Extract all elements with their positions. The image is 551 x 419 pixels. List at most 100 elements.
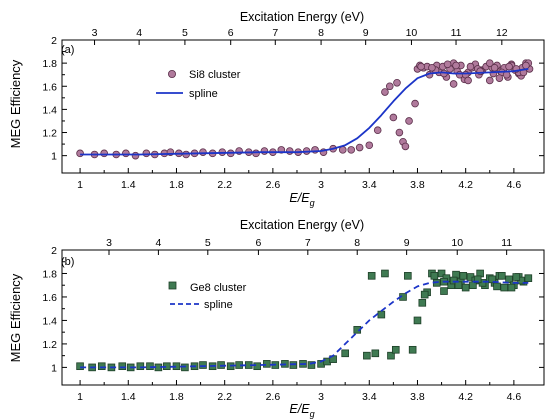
data-point [507, 283, 516, 292]
x-tick-label: 1 [77, 391, 83, 403]
top-axis-title: Excitation Energy (eV) [240, 218, 364, 232]
top-tick-label: 10 [451, 237, 463, 249]
top-tick-label: 7 [272, 27, 278, 39]
y-tick-label: 1 [51, 362, 57, 374]
legend: Si8 cluster spline [156, 69, 241, 100]
data-point [440, 287, 448, 295]
data-point [393, 78, 401, 87]
data-point [454, 281, 463, 290]
x-tick-label: 2.2 [217, 391, 232, 403]
data-point [391, 345, 400, 354]
data-point [199, 148, 207, 156]
x-tick-label: 2.2 [217, 179, 232, 191]
data-point [252, 149, 260, 158]
data-point [122, 149, 130, 158]
data-point [512, 273, 521, 281]
legend: Ge8 cluster spline [168, 281, 247, 311]
data-point [411, 99, 419, 108]
data-point [387, 351, 395, 360]
x-tick-label: 1.4 [121, 391, 136, 403]
x-tick-label: 1 [77, 179, 83, 191]
data-point [381, 88, 389, 96]
y-tick-label: 2 [51, 245, 57, 257]
x-tick-label: 1.8 [169, 179, 184, 191]
legend-label-ge8: Ge8 cluster [190, 282, 247, 294]
top-tick-label: 3 [92, 27, 98, 39]
data-point [428, 63, 436, 72]
data-point [307, 361, 316, 369]
x-tick-label: 3.8 [410, 179, 425, 191]
y-tick-label: 2 [51, 35, 57, 47]
top-tick-label: 5 [205, 237, 211, 249]
data-point [485, 76, 494, 85]
data-point [417, 62, 425, 71]
top-tick-label: 4 [136, 27, 142, 39]
data-point [97, 362, 106, 371]
data-point [522, 61, 530, 70]
x-axis-title: E/Eg [289, 402, 314, 419]
data-point [365, 141, 374, 150]
panel-label: (a) [61, 44, 74, 56]
data-point [367, 272, 376, 280]
data-point [100, 149, 108, 158]
x-tick-label: 4.6 [507, 179, 522, 191]
top-tick-label: 7 [305, 237, 311, 249]
data-point [355, 143, 364, 152]
data-point [449, 276, 458, 285]
series-ge8-cluster [76, 269, 533, 372]
top-tick-label: 9 [363, 27, 369, 39]
top-tick-label: 8 [354, 237, 360, 249]
data-point [363, 351, 371, 360]
data-point [405, 117, 413, 125]
y-tick-label: 1.8 [42, 268, 57, 280]
panel-a: Excitation Energy (eV) MEG Efficiency E/… [8, 10, 545, 208]
data-point [485, 59, 494, 67]
top-axis-title: Excitation Energy (eV) [240, 10, 364, 24]
data-point [377, 310, 386, 319]
legend-label-spline: spline [204, 299, 233, 311]
data-point [260, 147, 269, 155]
plot-area: 1 1.4 1.8 2.2 2.6 3 3.4 3.8 4.2 4.63 4 5 6 7 8 9 10 1111.… [42, 237, 545, 403]
top-tick-label: 5 [182, 27, 188, 39]
x-tick-label: 2.6 [266, 179, 281, 191]
x-tick-label: 1.8 [169, 391, 184, 403]
data-point [385, 82, 394, 91]
top-tick-label: 3 [106, 237, 112, 249]
data-point [452, 61, 460, 70]
x-tick-label: 1.4 [121, 179, 136, 191]
data-point [420, 290, 429, 299]
x-axis-title-main: E/E [289, 402, 310, 416]
y-tick-label: 1.6 [42, 292, 57, 304]
data-point [437, 269, 446, 278]
y-tick-label: 1 [51, 151, 57, 163]
top-tick-label: 11 [501, 237, 512, 249]
plot-frame [61, 249, 545, 386]
y-tick-label: 1.2 [42, 339, 57, 351]
data-point [488, 275, 496, 284]
y-axis-title: MEG Efficiency [8, 273, 23, 362]
data-point [473, 275, 482, 284]
data-point [430, 272, 439, 280]
data-point [341, 349, 349, 358]
data-point [408, 345, 417, 354]
spline-line [80, 68, 529, 156]
top-tick-label: 12 [496, 27, 508, 39]
x-axis-title-sub: g [310, 409, 315, 419]
legend-label-spline: spline [189, 88, 218, 100]
top-tick-label: 9 [404, 237, 410, 249]
data-point [495, 74, 504, 82]
legend-marker-ge8 [168, 281, 177, 290]
data-point [505, 62, 513, 71]
x-tick-label: 4.6 [507, 391, 522, 403]
x-axis-title-sub: g [310, 198, 315, 208]
data-point [443, 60, 452, 69]
data-point [371, 349, 380, 358]
data-point [118, 362, 127, 371]
data-point [464, 76, 472, 85]
x-axis-title-main: E/E [289, 191, 310, 205]
top-tick-label: 10 [406, 27, 418, 39]
data-point [498, 272, 506, 280]
series-si8-cluster [76, 59, 534, 160]
data-point [373, 126, 382, 135]
top-tick-label: 11 [451, 27, 462, 39]
